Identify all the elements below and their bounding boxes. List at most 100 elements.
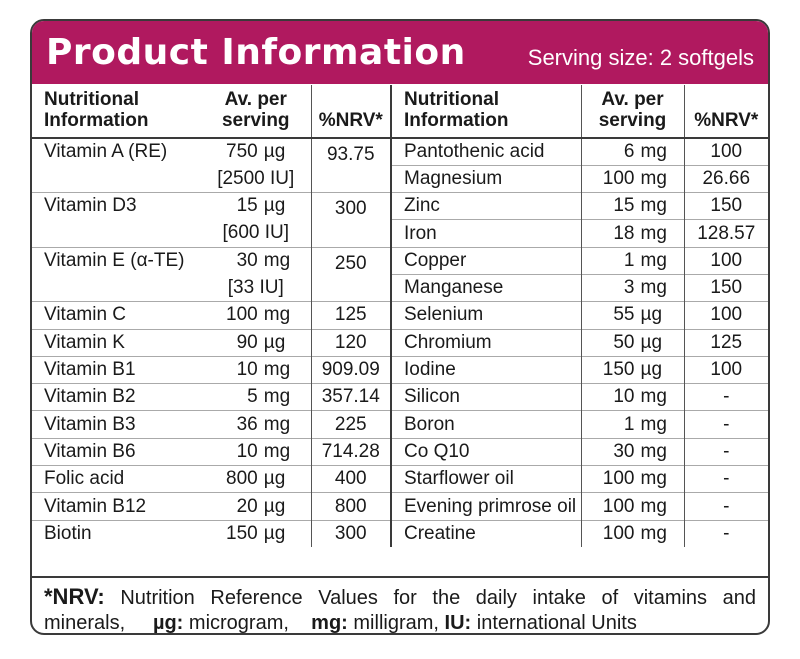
serving-amount: 50 µg bbox=[580, 328, 684, 357]
amount-unit: mg bbox=[640, 440, 667, 462]
nutrient-name: Iodine bbox=[390, 355, 581, 384]
nrv-key: *NRV: bbox=[44, 584, 105, 609]
serving-amount: 5 mg bbox=[201, 383, 311, 411]
empty-cell bbox=[32, 165, 201, 192]
amount-value: 100 bbox=[226, 304, 258, 326]
nutrient-name: Selenium bbox=[390, 301, 581, 330]
table-row: Vitamin B12 20 µg 800 Evening primrose oil 10… bbox=[32, 492, 768, 521]
table-row: Vitamin C 100 mg 125 Selenium 55 µg 100 bbox=[32, 301, 768, 330]
serving-amount: 10 mg bbox=[201, 437, 311, 466]
amount-value: 18 bbox=[613, 222, 635, 244]
nrv-value: 909.09 bbox=[310, 355, 391, 384]
nutrient-name: Copper bbox=[390, 246, 581, 275]
amount-unit: mg bbox=[263, 359, 291, 381]
serving-amount: 30 mg bbox=[580, 437, 684, 466]
nrv-value: 125 bbox=[310, 301, 391, 330]
empty-cell bbox=[32, 274, 201, 301]
nrv-value: 128.57 bbox=[683, 219, 768, 248]
nrv-value: - bbox=[683, 519, 768, 548]
nutrient-name: Vitamin A (RE) bbox=[44, 141, 168, 163]
serving-amount: 10 mg bbox=[201, 355, 311, 384]
amount-value: 100 bbox=[602, 167, 635, 189]
nutrient-name: Vitamin C bbox=[32, 301, 201, 330]
amount-value: 30 bbox=[613, 440, 635, 462]
amount-unit: µg bbox=[263, 195, 286, 217]
nrv-value: 150 bbox=[683, 192, 768, 220]
amount-value: 150 bbox=[226, 523, 258, 545]
iu-equivalent: [33 IU] bbox=[227, 276, 284, 298]
serving-amount: 100 mg bbox=[580, 465, 684, 493]
col-header-nrv: %NRV* bbox=[310, 85, 391, 139]
amount-value: 1 bbox=[623, 249, 635, 271]
amount-unit: µg bbox=[640, 331, 663, 353]
nrv-value: 714.28 bbox=[310, 437, 391, 466]
amount-value: 100 bbox=[602, 495, 635, 517]
serving-amount: 36 mg bbox=[201, 410, 311, 439]
table-row: Vitamin K 90 µg 120 Chromium 50 µg 125 bbox=[32, 328, 768, 357]
nrv-value: 250 bbox=[310, 246, 391, 302]
amount-unit: mg bbox=[640, 277, 667, 299]
serving-amount: 800 µg bbox=[201, 465, 311, 493]
nrv-value: 300 bbox=[310, 192, 391, 248]
nutrient-name: Creatine bbox=[390, 519, 581, 548]
serving-amount: 1 mg bbox=[580, 410, 684, 439]
col-header-nutrition: Nutritional Information bbox=[390, 85, 581, 139]
nrv-value: - bbox=[683, 492, 768, 521]
amount-value: 36 bbox=[236, 413, 258, 435]
amount-value: 100 bbox=[602, 523, 635, 545]
amount-value: 20 bbox=[236, 495, 258, 517]
nutrient-name: Biotin bbox=[32, 519, 201, 548]
nutrient-name: Pantothenic acid bbox=[390, 138, 581, 166]
nutrient-name: Vitamin B1 bbox=[32, 355, 201, 384]
nrv-value: - bbox=[683, 383, 768, 411]
amount-value: 3 bbox=[623, 277, 635, 299]
nutrient-name: Vitamin E (α-TE) bbox=[32, 246, 201, 275]
amount-value: 5 bbox=[247, 386, 258, 408]
amount-unit: µg bbox=[640, 304, 663, 326]
col-header-serving: Av. per serving bbox=[201, 85, 311, 139]
nutrient-name: Co Q10 bbox=[390, 437, 581, 466]
table-row: Vitamin D3 15 µg 300 Zinc 15 mg 150 bbox=[32, 192, 768, 248]
nrv-value: 100 bbox=[683, 246, 768, 275]
nutrition-table: Nutritional Information Av. per serving … bbox=[32, 85, 768, 548]
amount-value: 10 bbox=[236, 359, 258, 381]
mg-key: mg: bbox=[311, 612, 348, 634]
nrv-value: - bbox=[683, 437, 768, 466]
nutrient-name: Iron bbox=[390, 219, 581, 248]
amount-value: 10 bbox=[613, 386, 635, 408]
serving-amount: 20 µg bbox=[201, 492, 311, 521]
nutrient-name: Evening primrose oil bbox=[390, 492, 581, 521]
iu-key: IU: bbox=[444, 612, 472, 634]
table-row: [33 IU] Manganese 3 mg 150 bbox=[32, 273, 768, 302]
serving-amount: 100 mg bbox=[580, 519, 684, 548]
amount-unit: µg bbox=[640, 359, 663, 381]
nutrient-name: Manganese bbox=[390, 273, 581, 302]
nutrient-name: Vitamin D3 bbox=[32, 192, 201, 220]
table-row: Vitamin A (RE) 750 µg 93.75 Pantothenic acid… bbox=[32, 138, 768, 193]
nrv-value: 125 bbox=[683, 328, 768, 357]
nrv-value: 800 bbox=[310, 492, 391, 521]
amount-value: 55 bbox=[613, 304, 635, 326]
table-row: Vitamin B6 10 mg 714.28 Co Q10 30 mg - bbox=[32, 437, 768, 466]
nrv-value: 120 bbox=[310, 328, 391, 357]
col-header-serving: Av. per serving bbox=[580, 85, 684, 139]
amount-value: 30 bbox=[236, 250, 258, 272]
nrv-value: - bbox=[683, 465, 768, 493]
serving-amount: 15 mg bbox=[580, 192, 684, 220]
nutrient-name: Magnesium bbox=[390, 164, 581, 193]
nrv-value: 300 bbox=[310, 519, 391, 548]
nutrient-name: Vitamin B12 bbox=[32, 492, 201, 521]
amount-value: 90 bbox=[236, 331, 258, 353]
amount-value: 10 bbox=[236, 440, 258, 462]
table-row: [600 IU] Iron 18 mg 128.57 bbox=[32, 219, 768, 248]
amount-unit: mg bbox=[640, 413, 667, 435]
serving-amount: 30 mg bbox=[201, 246, 311, 275]
header-bar: Product Information Serving size: 2 soft… bbox=[32, 21, 768, 84]
amount-unit: mg bbox=[263, 386, 291, 408]
nutrient-name: Zinc bbox=[390, 192, 581, 220]
serving-amount: 750 µg bbox=[201, 138, 311, 165]
table-header-row: Nutritional Information Av. per serving … bbox=[32, 85, 768, 139]
nrv-value: 93.75 bbox=[310, 138, 391, 193]
nrv-value: 400 bbox=[310, 465, 391, 493]
amount-unit: mg bbox=[640, 222, 667, 244]
